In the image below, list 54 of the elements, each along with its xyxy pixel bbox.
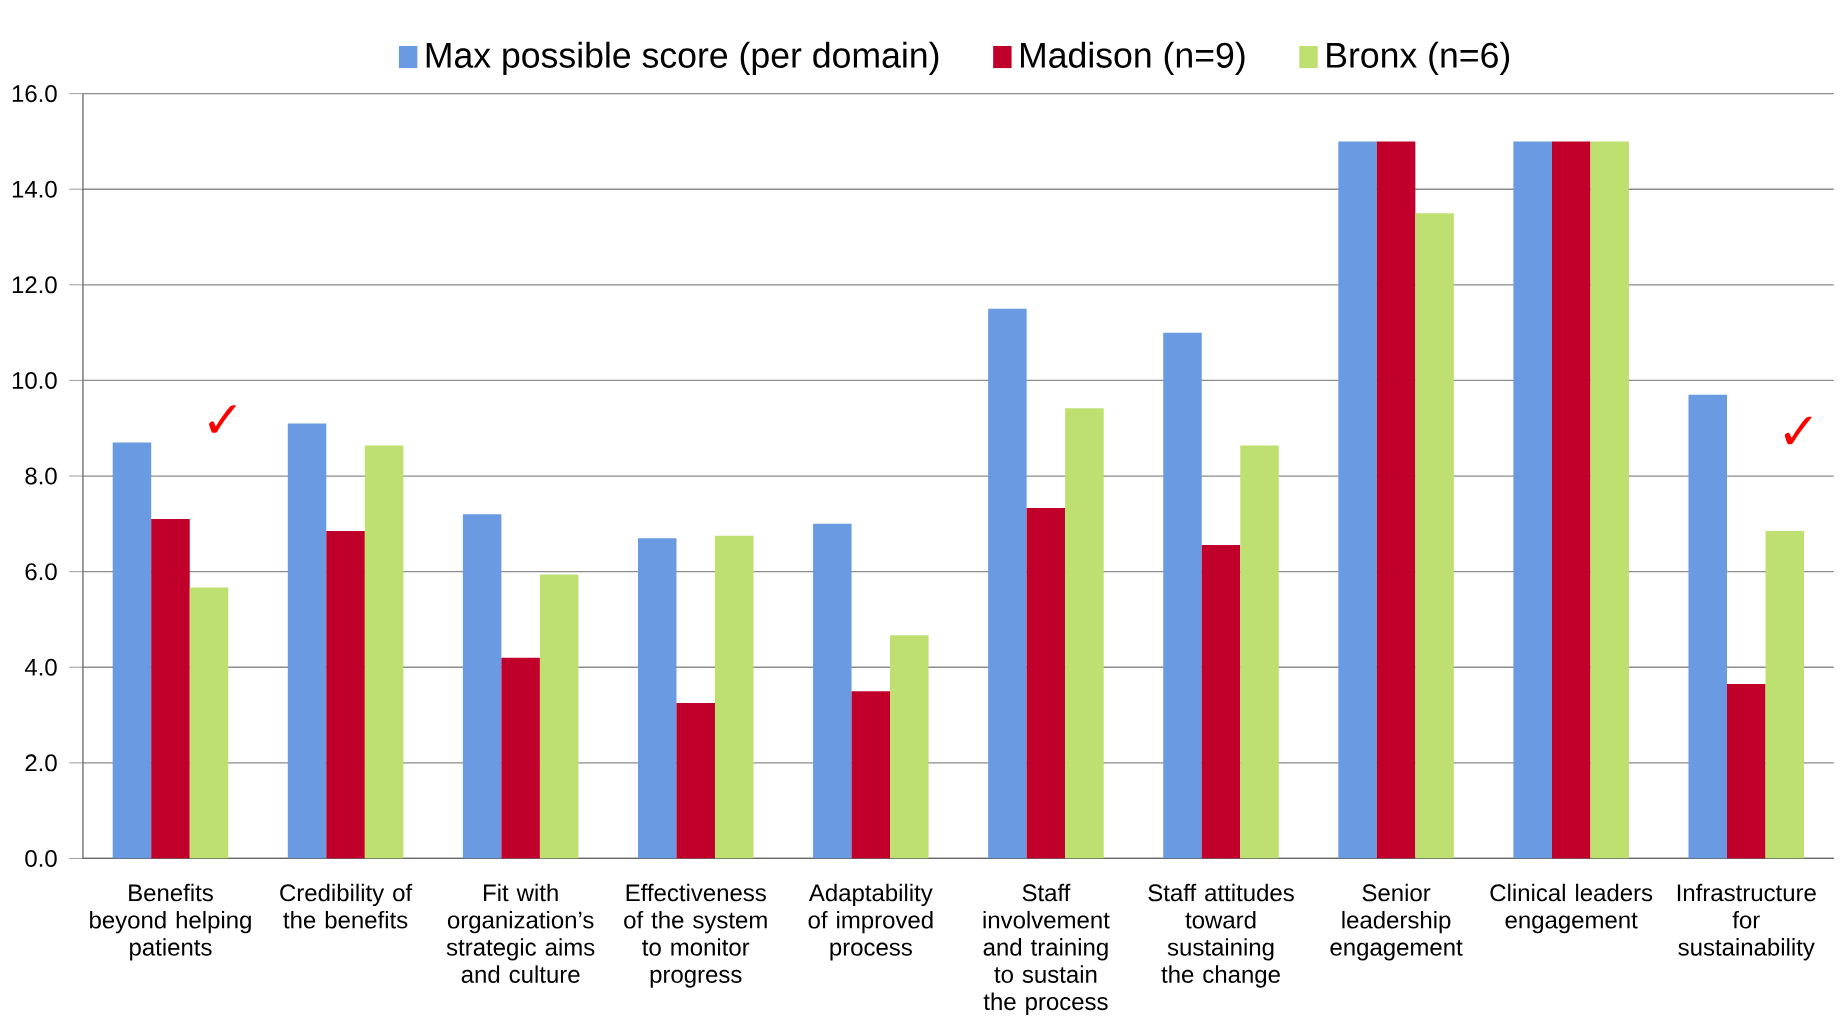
bar	[676, 703, 715, 859]
y-tick-label: 8.0	[25, 467, 57, 485]
bar	[287, 423, 327, 859]
bar	[1163, 332, 1202, 859]
bar	[988, 308, 1027, 859]
annotation: ✓	[1784, 416, 1812, 445]
bar	[1513, 141, 1552, 859]
bar	[1590, 141, 1629, 859]
legend-label: Madison (n=9)	[1021, 41, 1245, 75]
legend-label: Bronx (n=6)	[1327, 41, 1510, 75]
bar	[1065, 408, 1104, 859]
bar	[189, 587, 229, 859]
bar	[151, 519, 190, 859]
x-tick-label: Staff attitudes toward sustaining the change	[1148, 883, 1294, 988]
bar	[1201, 544, 1241, 859]
legend-label: Max possible score (per domain)	[426, 41, 939, 75]
bar	[1376, 141, 1416, 859]
bar	[1551, 141, 1591, 859]
x-tick-label: Fit with organization’s strategic aims and culture	[446, 883, 595, 983]
bar	[1765, 531, 1805, 859]
x-tick-label: Credibility of the benefits	[280, 883, 413, 929]
bar	[539, 574, 579, 859]
y-tick-label: 14.0	[12, 180, 57, 198]
y-tick-label: 6.0	[25, 563, 57, 581]
annotation: ✓	[209, 405, 236, 433]
x-tick-label: Infrastructure for sustainability	[1677, 883, 1816, 961]
bar	[501, 657, 540, 859]
x-tick-label: Senior leadership engagement	[1330, 883, 1463, 961]
bar	[851, 691, 891, 859]
bar	[1338, 141, 1377, 859]
x-tick-label: Effectiveness of the system to monitor progress	[624, 883, 767, 988]
x-tick-label: Staff involvement and training to sustain the process	[983, 883, 1110, 1015]
y-tick-label: 10.0	[12, 371, 57, 389]
bar	[890, 635, 929, 859]
bar	[112, 442, 152, 859]
x-tick-label: Adaptability of improved process	[808, 883, 933, 961]
bar	[1415, 213, 1454, 859]
bar	[1240, 445, 1279, 859]
x-tick-label: Clinical leaders engagement	[1490, 883, 1653, 934]
bar	[1727, 684, 1766, 859]
bar	[813, 523, 852, 859]
bar	[364, 445, 404, 859]
y-tick-label: 16.0	[12, 85, 57, 103]
y-tick-label: 12.0	[12, 276, 57, 294]
bar	[715, 535, 754, 859]
y-tick-label: 0.0	[25, 849, 57, 867]
y-tick-label: 2.0	[25, 754, 57, 772]
x-tick-label: Benefits beyond helping patients	[90, 883, 251, 961]
bar	[637, 538, 677, 859]
bar	[1688, 394, 1728, 859]
y-tick-label: 4.0	[24, 658, 57, 676]
bar	[462, 514, 502, 859]
bar	[326, 531, 365, 859]
bar	[1026, 508, 1066, 859]
